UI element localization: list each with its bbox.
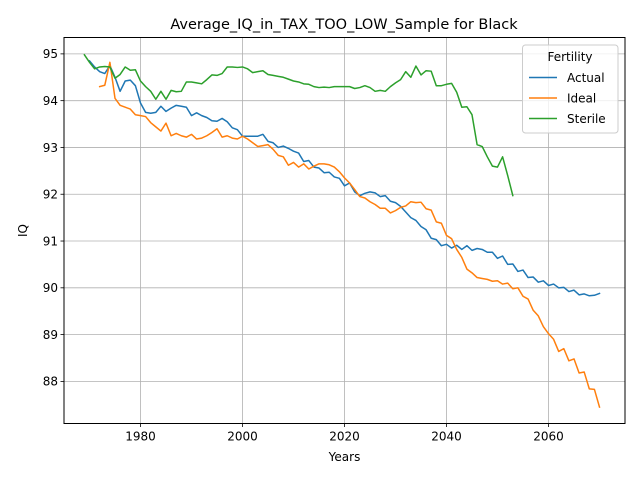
x-tick-label: 2040 [431,430,462,444]
y-tick-label: 88 [43,375,58,389]
legend-items: Actual Ideal Sterile [529,71,606,126]
y-tick-label: 91 [43,234,58,248]
y-tick-label: 95 [43,47,58,61]
y-tick-label: 93 [43,141,58,155]
x-tick-label: 1980 [125,430,156,444]
series-line-sterile [83,53,514,197]
legend-label-sterile: Sterile [567,112,606,126]
legend: Fertility Actual Ideal Sterile [522,44,619,134]
legend-label-ideal: Ideal [567,91,596,105]
series-lines [83,53,601,409]
x-tick-label: 2020 [329,430,360,444]
chart-title: Average_IQ_in_TAX_TOO_LOW_Sample for Bla… [170,17,518,33]
y-tick-label: 89 [43,328,58,342]
x-axis-label: Years [328,450,361,464]
y-tick-label: 94 [43,94,58,108]
legend-title: Fertility [547,50,592,64]
y-tick-label: 90 [43,281,58,295]
x-tick-label: 2000 [227,430,258,444]
x-axis-ticks: 1980 2000 2020 2040 2060 [125,423,564,444]
series-line-ideal [98,61,601,409]
plot-area: 1980 2000 2020 2040 2060 88 89 90 91 92 93 94 95 [43,37,626,444]
grid-lines [64,37,625,424]
y-axis-label: IQ [16,224,30,237]
y-tick-label: 92 [43,188,58,202]
x-tick-label: 2060 [533,430,564,444]
legend-label-actual: Actual [567,71,605,85]
legend-box [522,44,619,134]
series-line-actual [88,59,601,297]
y-axis-ticks: 88 89 90 91 92 93 94 95 [43,47,64,389]
